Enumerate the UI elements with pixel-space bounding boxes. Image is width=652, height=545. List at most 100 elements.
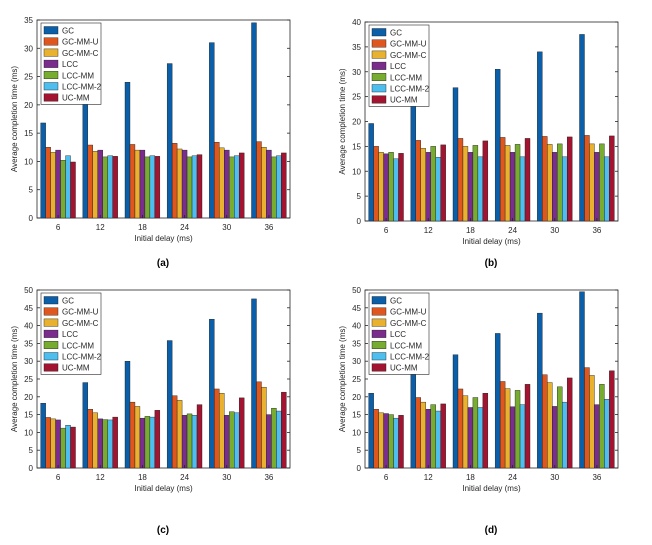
x-tick-label: 12 <box>96 223 105 232</box>
bar <box>398 153 404 222</box>
bar <box>482 393 489 469</box>
caption: (c) <box>157 525 169 536</box>
legend-label: LCC <box>62 60 78 69</box>
bar <box>124 361 131 469</box>
bar <box>129 401 136 469</box>
bar <box>435 157 441 222</box>
bar <box>271 156 277 219</box>
bar <box>368 393 374 469</box>
bar <box>176 148 183 219</box>
x-tick-label: 24 <box>180 473 189 482</box>
bar <box>256 381 262 469</box>
legend-label: GC-MM-U <box>62 38 99 47</box>
bar <box>229 156 235 219</box>
bar <box>139 417 146 469</box>
x-tick-label: 30 <box>550 226 559 235</box>
bar <box>181 415 188 469</box>
y-tick-label: 40 <box>352 322 361 331</box>
bar <box>149 155 156 219</box>
bar <box>166 340 173 469</box>
bar <box>40 403 46 469</box>
bar <box>557 386 563 469</box>
x-tick-label: 12 <box>424 473 433 482</box>
y-tick-label: 30 <box>352 357 361 366</box>
bar <box>102 156 108 219</box>
bar <box>82 101 89 219</box>
bar <box>393 417 399 469</box>
bar <box>186 413 193 469</box>
y-tick-label: 30 <box>24 44 33 53</box>
bar <box>261 147 267 219</box>
x-tick-label: 18 <box>466 473 475 482</box>
bar <box>467 152 474 222</box>
legend: GC GC-MM-U GC-MM-C LCC LCC-MM LCC-MM-2 UC-MM <box>40 22 102 105</box>
x-tick-label: 30 <box>222 473 231 482</box>
y-axis-label: Average completion time (ms) <box>10 326 19 432</box>
legend-swatch <box>43 329 59 338</box>
bar <box>276 410 282 469</box>
x-axis-label: Initial delay (ms) <box>134 484 193 493</box>
legend-label: GC <box>62 297 74 306</box>
bar <box>171 395 178 469</box>
bar <box>504 145 511 222</box>
legend-label: GC-MM-C <box>62 319 99 328</box>
legend-label: LCC <box>62 330 78 339</box>
legend: GC GC-MM-U GC-MM-C LCC LCC-MM LCC-MM-2 UC-MM <box>40 292 102 375</box>
bar <box>383 413 389 469</box>
legend-swatch <box>43 48 59 57</box>
legend-label: GC-MM-U <box>62 308 99 317</box>
bar <box>60 160 66 219</box>
bar <box>589 143 595 222</box>
legend-swatch <box>43 307 59 316</box>
bar <box>65 155 71 219</box>
legend-swatch <box>371 352 387 361</box>
bar <box>388 152 394 222</box>
bar <box>547 382 553 469</box>
y-tick-label: 50 <box>352 286 361 295</box>
bar <box>224 415 230 469</box>
bar <box>271 407 277 469</box>
bar <box>388 414 394 469</box>
bar <box>537 312 543 469</box>
chart-panel-d: 0 5 10 15 20 25 30 35 40 45 50 6 12 18 24 30 36 Initial d… <box>338 286 619 536</box>
bar <box>494 333 501 469</box>
x-tick-label: 30 <box>550 473 559 482</box>
bar <box>97 418 103 469</box>
legend-swatch <box>371 363 387 372</box>
bar <box>594 152 600 222</box>
bar <box>256 141 262 219</box>
y-tick-label: 45 <box>352 304 361 313</box>
bar <box>87 144 93 219</box>
bar <box>378 412 384 469</box>
bar <box>477 156 484 222</box>
legend-swatch <box>371 61 387 70</box>
bar <box>181 149 188 219</box>
bar <box>430 146 436 222</box>
bar <box>477 407 484 469</box>
bar <box>524 138 531 222</box>
bar <box>566 377 573 469</box>
bar <box>186 156 193 219</box>
legend-label: LCC-MM-2 <box>390 85 430 94</box>
y-tick-label: 0 <box>29 464 34 473</box>
bar <box>124 82 131 219</box>
bar <box>45 147 51 219</box>
bar <box>166 63 173 219</box>
y-tick-label: 5 <box>29 186 34 195</box>
bar <box>50 152 56 219</box>
bar <box>209 318 215 469</box>
bar <box>452 354 459 469</box>
bar <box>191 155 198 219</box>
y-tick-label: 50 <box>24 286 33 295</box>
bar <box>373 146 379 222</box>
legend-swatch <box>43 71 59 80</box>
y-tick-label: 35 <box>352 339 361 348</box>
bar <box>415 397 421 469</box>
bar <box>281 152 287 219</box>
bar <box>139 149 146 219</box>
legend-swatch <box>43 26 59 35</box>
x-axis-label: Initial delay (ms) <box>134 234 193 243</box>
legend-label: LCC-MM <box>390 73 422 82</box>
y-tick-label: 5 <box>357 192 362 201</box>
legend-swatch <box>371 50 387 59</box>
